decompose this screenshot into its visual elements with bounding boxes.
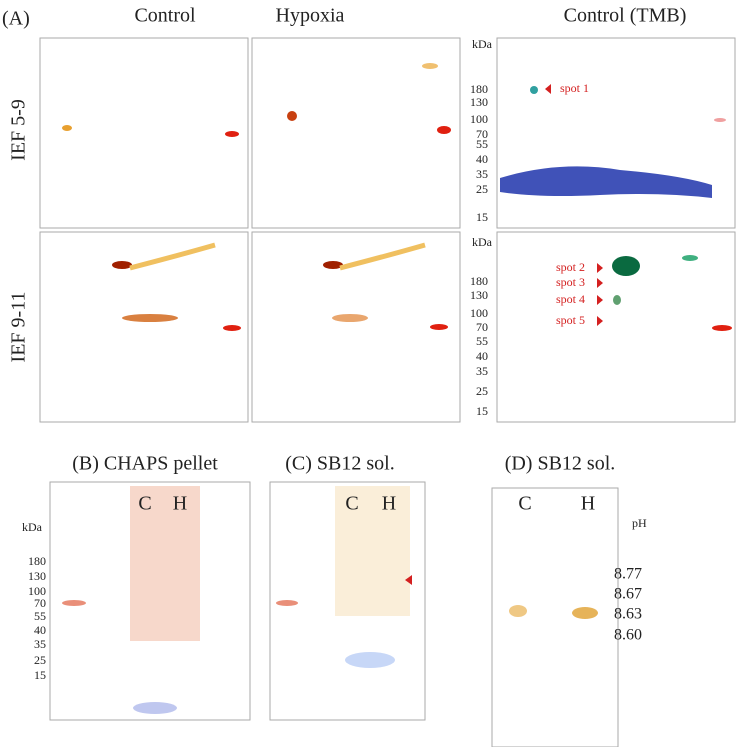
ladder-label: 25: [34, 653, 46, 667]
ladder-band: [62, 600, 86, 606]
ladder-label: 70: [34, 596, 46, 610]
arrow: [545, 84, 551, 94]
ladder-label: 100: [28, 584, 46, 598]
spot-blob: [572, 607, 598, 619]
ladder-label: 130: [470, 95, 488, 109]
gel: [39, 37, 249, 229]
ladder-band: [276, 600, 298, 606]
panel-title: (B) CHAPS pellet: [72, 453, 218, 475]
gel-spots: [62, 63, 732, 714]
ladder-label: 130: [470, 288, 488, 302]
unit-label: kDa: [472, 235, 493, 249]
ladder-label: 180: [470, 274, 488, 288]
streak: [129, 242, 216, 271]
arrow: [597, 263, 603, 273]
band: [500, 166, 712, 198]
ladder-label: 35: [476, 364, 488, 378]
ladder-label: 40: [34, 623, 46, 637]
ladder-label: 25: [476, 182, 488, 196]
spot-blob: [332, 314, 368, 322]
lane-label: C: [138, 493, 151, 515]
arrow: [597, 295, 603, 305]
spot-blob: [509, 605, 527, 617]
ladder-label: 15: [476, 404, 488, 418]
ladder-label: 100: [470, 306, 488, 320]
lane-label: H: [382, 493, 396, 515]
spot-blob: [345, 652, 395, 668]
unit-label: kDa: [22, 520, 43, 534]
panel-label: (A): [2, 8, 30, 30]
gel: [269, 481, 426, 721]
gel: [251, 231, 461, 423]
lane-label: H: [581, 493, 595, 515]
arrow: [597, 316, 603, 326]
ladder-label: 40: [476, 152, 488, 166]
arrow: [597, 278, 603, 288]
spot-label: spot 5: [556, 313, 585, 327]
column-title: Control (TMB): [564, 5, 687, 27]
lane-label: C: [345, 493, 358, 515]
spot-label: spot 1: [560, 81, 589, 95]
lane-smear: [335, 486, 410, 616]
spot-blob: [133, 702, 177, 714]
lane-label: H: [173, 493, 187, 515]
spot-blob: [530, 86, 538, 94]
arrow: [405, 575, 412, 585]
column-title: Control: [134, 5, 196, 27]
ladder-label: 70: [476, 320, 488, 334]
ladder-label: 55: [476, 137, 488, 151]
ph-label: 8.60: [614, 627, 642, 644]
spot-blob: [62, 125, 72, 131]
ladder-label: 55: [34, 609, 46, 623]
spot-blob: [613, 295, 621, 305]
ladder-band: [225, 131, 239, 137]
streak: [339, 242, 426, 271]
spot-blob: [682, 255, 698, 261]
ladder-band: [714, 118, 726, 122]
lane-smear: [130, 486, 200, 641]
ph-label: 8.77: [614, 566, 642, 583]
gel: [251, 37, 461, 229]
ladder-label: 55: [476, 334, 488, 348]
unit-label: pH: [632, 516, 647, 530]
lane-label: C: [518, 493, 531, 515]
ladder-label: 25: [476, 384, 488, 398]
ladder-label: 35: [476, 167, 488, 181]
ph-label: 8.63: [614, 606, 642, 623]
column-title: Hypoxia: [276, 5, 345, 27]
ladder-band: [223, 325, 241, 331]
spot-blob: [112, 261, 132, 269]
ladder-label: 35: [34, 637, 46, 651]
gel: [39, 231, 249, 423]
ladder-label: 100: [470, 112, 488, 126]
ladder-band: [712, 325, 732, 331]
spot-blob: [122, 314, 178, 322]
ladder-band: [430, 324, 448, 330]
row-label: IEF 9-11: [8, 292, 30, 363]
gel: [491, 487, 619, 747]
ladder-label: 130: [28, 569, 46, 583]
spot-blob: [323, 261, 343, 269]
ladder-label: 15: [34, 668, 46, 682]
spot-label: spot 4: [556, 292, 585, 306]
row-label: IEF 5-9: [8, 99, 30, 161]
spot-label: spot 3: [556, 275, 585, 289]
panel-title: (D) SB12 sol.: [505, 453, 616, 475]
panel-title: (C) SB12 sol.: [285, 453, 394, 475]
ph-label: 8.67: [614, 586, 642, 603]
ladder-label: 15: [476, 210, 488, 224]
gel: [496, 37, 736, 229]
ladder-label: 180: [470, 82, 488, 96]
spot-blob: [612, 256, 640, 276]
gel: [49, 481, 251, 721]
spot-blob: [422, 63, 438, 69]
spot-blob: [287, 111, 297, 121]
spot-label: spot 2: [556, 260, 585, 274]
ladder-label: 180: [28, 554, 46, 568]
ladder-label: 70: [476, 127, 488, 141]
ladder-label: 40: [476, 349, 488, 363]
ladder-band: [437, 126, 451, 134]
unit-label: kDa: [472, 37, 493, 51]
